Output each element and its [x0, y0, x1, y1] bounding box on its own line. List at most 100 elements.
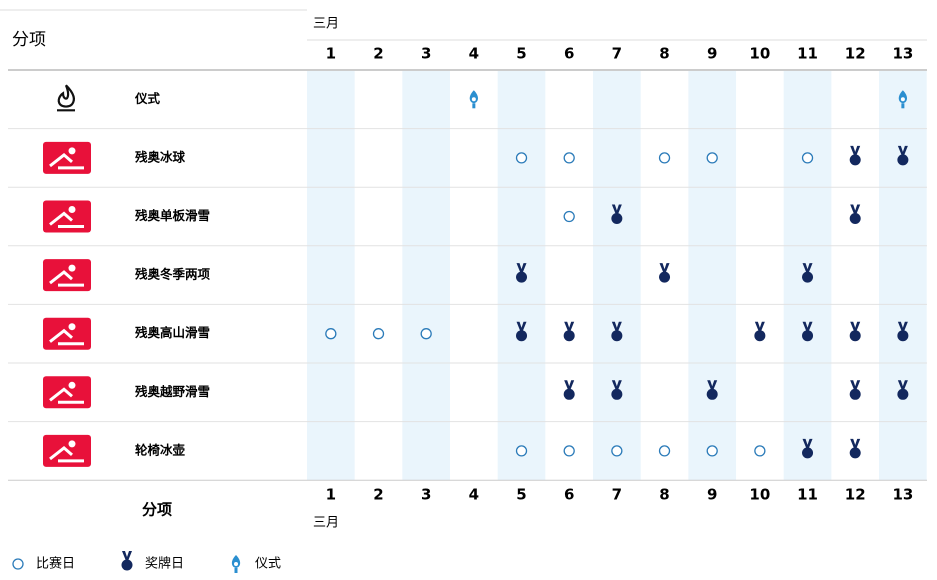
- medal-disc: [849, 213, 861, 224]
- competition-mark: [563, 445, 575, 457]
- medal-ribbon: [516, 321, 527, 332]
- sport-name: 轮椅冰壶: [135, 442, 186, 457]
- medal-ribbon: [659, 263, 670, 274]
- medal-ribbon: [611, 380, 622, 391]
- torch-flame: [469, 90, 478, 104]
- sport-name: 残奥冬季两项: [135, 267, 211, 282]
- column-shade: [879, 70, 927, 481]
- medal-disc: [849, 154, 861, 166]
- medal-disc: [611, 388, 623, 400]
- day-label: 2: [373, 45, 383, 63]
- legend-label: 奖牌日: [145, 556, 184, 572]
- competition-mark: [372, 328, 385, 340]
- day-label: 10: [749, 45, 770, 63]
- medal-mark: [897, 321, 909, 342]
- medal-mark: [706, 380, 718, 400]
- day-label: 4: [469, 45, 479, 63]
- medal-mark: [849, 321, 861, 342]
- medal-disc: [802, 330, 814, 342]
- medal-mark: [754, 321, 766, 342]
- icon-head: [68, 206, 76, 213]
- medal-ribbon: [754, 321, 765, 332]
- competition-mark: [12, 558, 24, 570]
- medal-mark: [659, 263, 671, 283]
- sport-name: 残奥高山滑雪: [135, 325, 210, 340]
- icon-body: [49, 152, 84, 170]
- medal-ribbon: [802, 321, 813, 332]
- month-label: 三月: [313, 17, 339, 32]
- sport-name: 仪式: [134, 91, 161, 106]
- day-label: 12: [845, 486, 866, 504]
- legend-label: 仪式: [255, 557, 281, 572]
- competition-mark: [420, 328, 432, 340]
- day-label: 13: [892, 45, 913, 63]
- day-label: 7: [612, 486, 622, 504]
- medal-disc: [563, 330, 575, 342]
- ceremony-mark: [898, 90, 908, 109]
- competition-mark: [563, 152, 575, 164]
- medal-disc: [659, 271, 671, 283]
- day-label: 5: [516, 486, 526, 504]
- medal-mark: [849, 204, 861, 224]
- medal-ribbon: [122, 551, 132, 561]
- footer-title: 分项: [142, 501, 172, 519]
- day-label: 10: [749, 486, 770, 504]
- medal-ribbon: [897, 321, 908, 332]
- day-label: 3: [421, 486, 431, 504]
- medal-mark: [897, 380, 909, 400]
- sport-name: 残奥冰球: [135, 149, 186, 164]
- ceremony-mark: [469, 90, 478, 109]
- icon-body: [49, 387, 84, 404]
- torch-core: [234, 562, 238, 566]
- day-label: 11: [797, 45, 818, 63]
- day-label: 12: [845, 45, 866, 63]
- day-label: 4: [469, 486, 479, 504]
- medal-disc: [897, 388, 909, 400]
- torch-handle: [472, 103, 476, 109]
- medal-mark: [516, 321, 528, 342]
- medal-disc: [563, 388, 575, 400]
- icon-head: [68, 323, 76, 331]
- torch-flame: [898, 90, 908, 104]
- day-label: 6: [564, 486, 574, 504]
- competition-mark: [325, 328, 337, 340]
- torch-flame: [231, 555, 241, 568]
- medal-disc: [516, 271, 528, 283]
- competition-mark: [706, 445, 718, 457]
- torch-core: [900, 97, 905, 102]
- day-label: 9: [707, 486, 717, 504]
- medal-disc: [849, 388, 861, 400]
- medal-disc: [611, 330, 623, 342]
- month-label: 三月: [313, 516, 339, 531]
- day-label: 8: [659, 45, 669, 63]
- medal-mark: [849, 380, 861, 400]
- competition-mark: [658, 152, 671, 164]
- day-label: 6: [564, 45, 574, 63]
- torch-core: [471, 97, 476, 102]
- medal-ribbon: [897, 380, 908, 391]
- sport-name: 残奥单板滑雪: [135, 208, 210, 223]
- icon-body: [49, 445, 84, 463]
- medal-disc: [802, 271, 814, 283]
- icon-body: [49, 211, 84, 228]
- medal-ribbon: [564, 321, 575, 332]
- medal-ribbon: [850, 438, 861, 449]
- column-shade: [593, 70, 641, 481]
- ceremony-mark: [231, 555, 241, 573]
- medal-mark: [849, 145, 861, 166]
- medal-disc: [802, 447, 814, 459]
- day-label: 7: [612, 45, 622, 63]
- medal-mark: [516, 263, 528, 283]
- sport-name: 残奥越野滑雪: [135, 384, 210, 399]
- medal-mark: [802, 321, 814, 342]
- competition-mark: [611, 445, 623, 457]
- medal-ribbon: [611, 321, 622, 332]
- medal-disc: [611, 213, 623, 224]
- medal-ribbon: [802, 438, 813, 449]
- medal-ribbon: [564, 380, 575, 391]
- day-label: 5: [516, 45, 526, 63]
- medal-ribbon: [516, 263, 527, 274]
- icon-head: [68, 440, 76, 448]
- day-label: 1: [326, 45, 336, 63]
